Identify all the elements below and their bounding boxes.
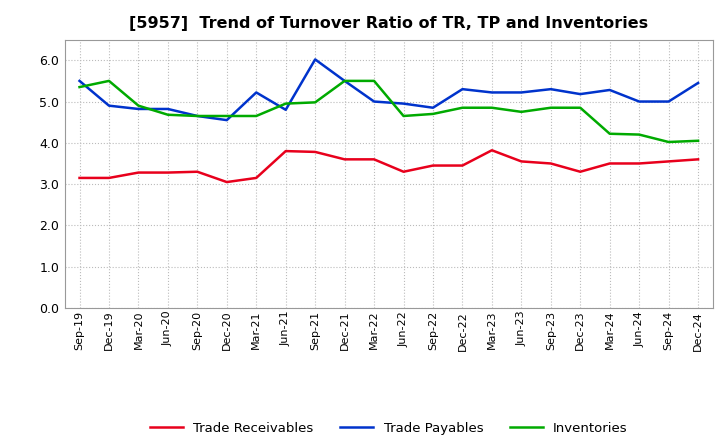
- Trade Payables: [341, 78, 349, 84]
- Trade Payables: [546, 87, 555, 92]
- Inventories: [546, 105, 555, 110]
- Trade Payables: [134, 106, 143, 112]
- Trade Receivables: [370, 157, 379, 162]
- Trade Payables: [458, 87, 467, 92]
- Trade Receivables: [635, 161, 644, 166]
- Inventories: [665, 139, 673, 145]
- Legend: Trade Receivables, Trade Payables, Inventories: Trade Receivables, Trade Payables, Inven…: [145, 417, 633, 440]
- Inventories: [487, 105, 496, 110]
- Trade Payables: [163, 106, 172, 112]
- Inventories: [399, 114, 408, 119]
- Trade Receivables: [487, 148, 496, 153]
- Inventories: [694, 138, 703, 143]
- Trade Receivables: [193, 169, 202, 174]
- Trade Payables: [517, 90, 526, 95]
- Line: Trade Receivables: Trade Receivables: [79, 150, 698, 182]
- Trade Payables: [104, 103, 113, 108]
- Inventories: [104, 78, 113, 84]
- Trade Payables: [282, 107, 290, 113]
- Trade Payables: [428, 105, 437, 110]
- Inventories: [635, 132, 644, 137]
- Title: [5957]  Trend of Turnover Ratio of TR, TP and Inventories: [5957] Trend of Turnover Ratio of TR, TP…: [129, 16, 649, 32]
- Trade Receivables: [576, 169, 585, 174]
- Trade Receivables: [665, 159, 673, 164]
- Trade Payables: [487, 90, 496, 95]
- Trade Receivables: [458, 163, 467, 168]
- Inventories: [163, 112, 172, 117]
- Trade Payables: [665, 99, 673, 104]
- Trade Receivables: [282, 148, 290, 154]
- Inventories: [458, 105, 467, 110]
- Trade Receivables: [341, 157, 349, 162]
- Trade Receivables: [428, 163, 437, 168]
- Inventories: [134, 103, 143, 108]
- Inventories: [311, 100, 320, 105]
- Trade Payables: [576, 92, 585, 97]
- Trade Payables: [252, 90, 261, 95]
- Inventories: [341, 78, 349, 84]
- Trade Payables: [75, 78, 84, 84]
- Trade Receivables: [75, 175, 84, 180]
- Inventories: [576, 105, 585, 110]
- Line: Trade Payables: Trade Payables: [79, 59, 698, 120]
- Trade Payables: [694, 81, 703, 86]
- Trade Payables: [222, 117, 231, 123]
- Trade Payables: [193, 114, 202, 119]
- Trade Payables: [399, 101, 408, 106]
- Trade Receivables: [311, 149, 320, 154]
- Trade Receivables: [399, 169, 408, 174]
- Trade Receivables: [134, 170, 143, 175]
- Inventories: [370, 78, 379, 84]
- Trade Receivables: [104, 175, 113, 180]
- Line: Inventories: Inventories: [79, 81, 698, 142]
- Inventories: [282, 101, 290, 106]
- Inventories: [193, 114, 202, 119]
- Trade Receivables: [222, 180, 231, 185]
- Trade Payables: [311, 57, 320, 62]
- Trade Payables: [606, 87, 614, 92]
- Inventories: [517, 109, 526, 114]
- Inventories: [75, 84, 84, 90]
- Trade Receivables: [606, 161, 614, 166]
- Trade Receivables: [163, 170, 172, 175]
- Inventories: [252, 114, 261, 119]
- Trade Receivables: [546, 161, 555, 166]
- Inventories: [222, 114, 231, 119]
- Trade Payables: [370, 99, 379, 104]
- Trade Payables: [635, 99, 644, 104]
- Inventories: [606, 131, 614, 136]
- Inventories: [428, 111, 437, 117]
- Trade Receivables: [694, 157, 703, 162]
- Trade Receivables: [252, 175, 261, 180]
- Trade Receivables: [517, 159, 526, 164]
